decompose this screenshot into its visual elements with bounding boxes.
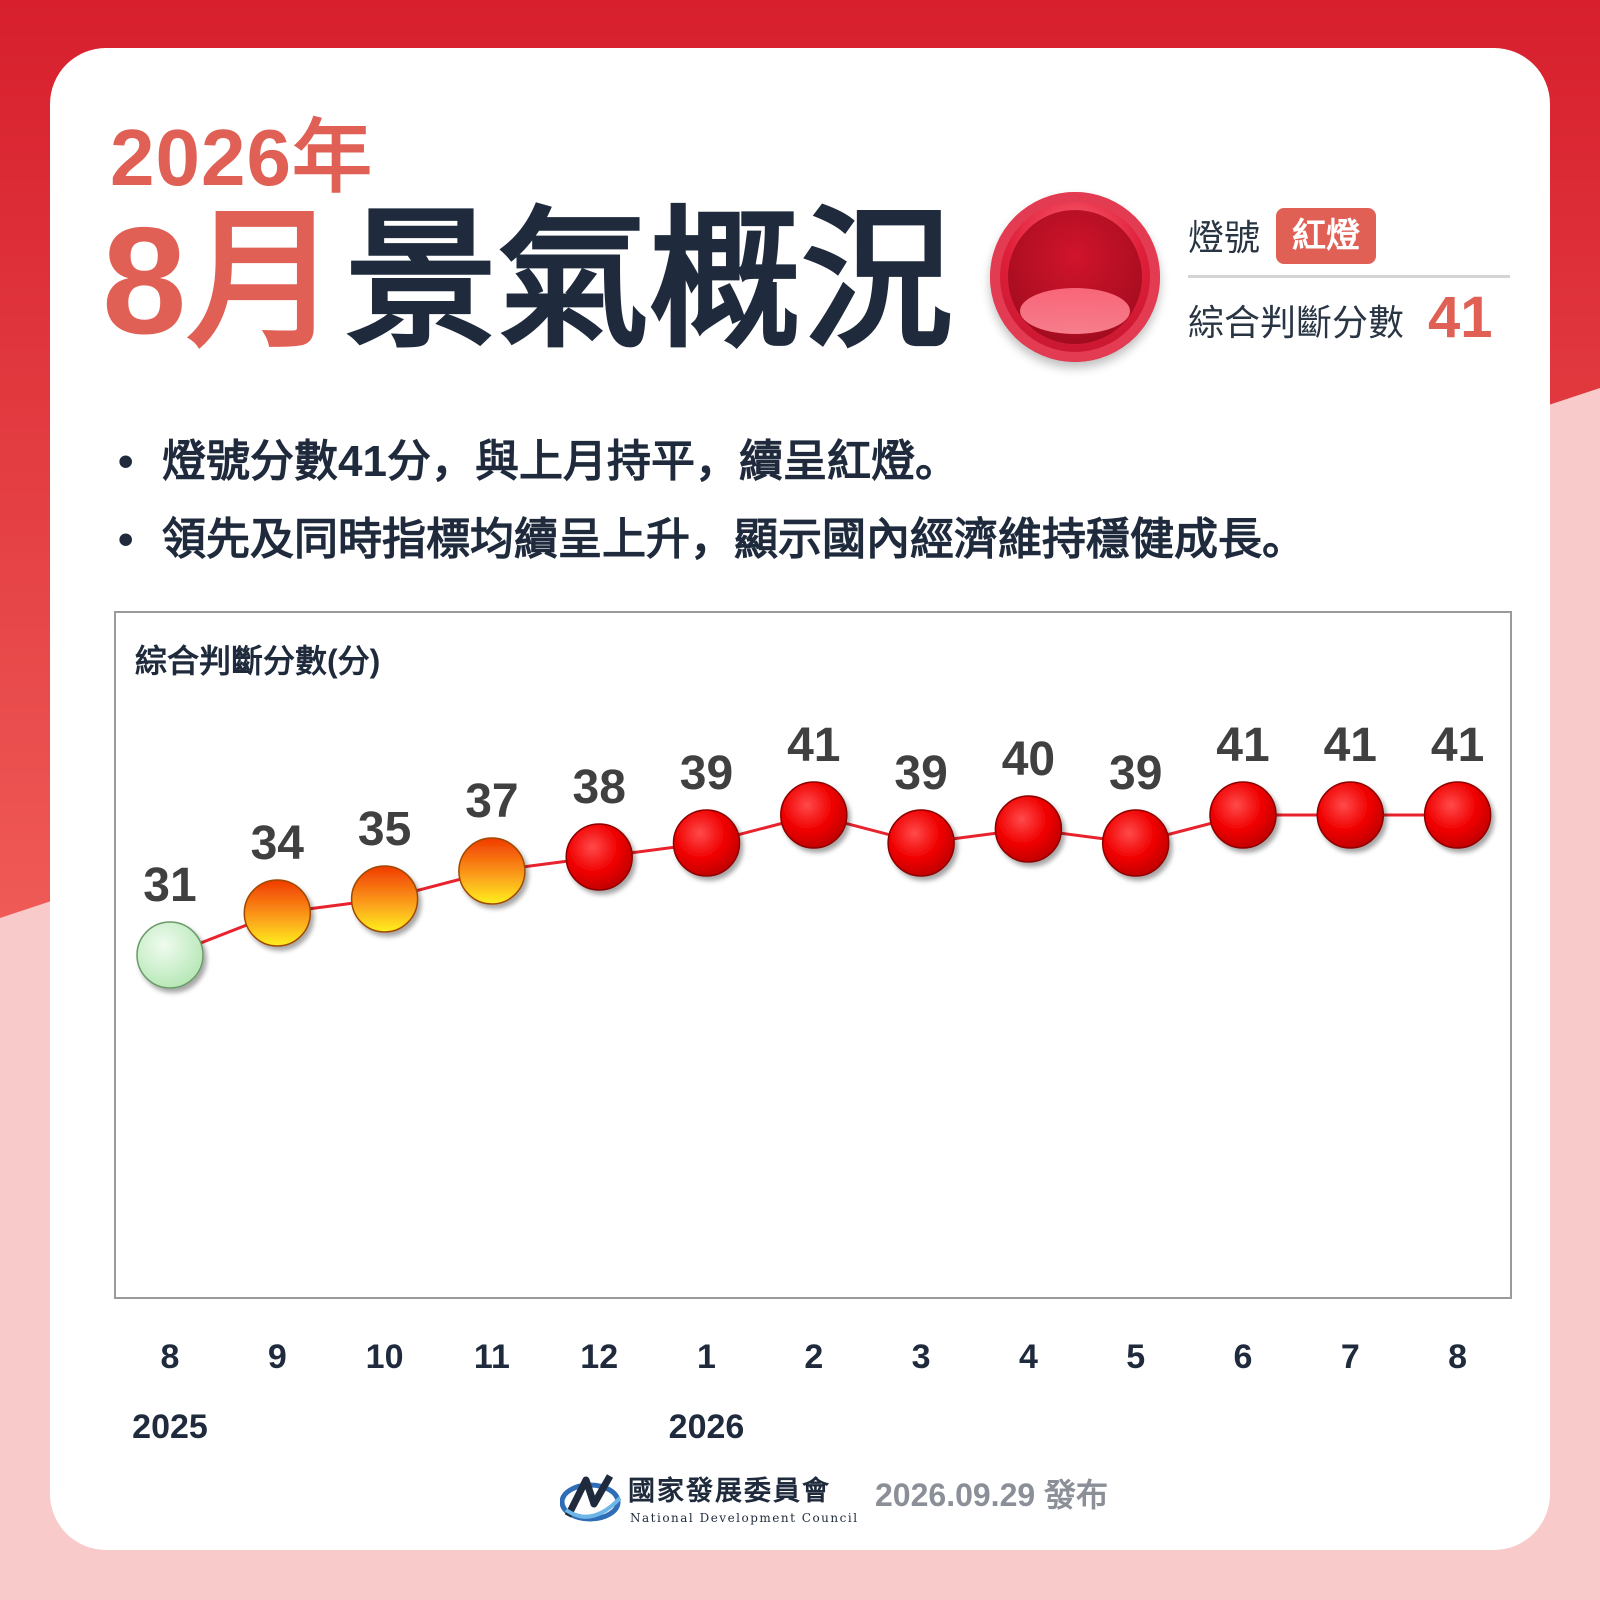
data-label: 39	[1109, 747, 1162, 800]
x-tick-label: 8	[1448, 1338, 1467, 1376]
data-label: 34	[251, 817, 305, 870]
data-label: 39	[894, 747, 947, 800]
data-point-red	[1423, 781, 1492, 849]
year-label: 2025	[132, 1408, 208, 1446]
release-date: 2026.09.29 發布	[875, 1477, 1109, 1513]
x-tick-label: 1	[697, 1338, 716, 1376]
data-point-red	[780, 781, 848, 849]
x-tick-label: 6	[1234, 1338, 1253, 1376]
signal-badge: 紅燈	[1276, 208, 1376, 264]
month-title: 8月	[102, 196, 339, 366]
data-label: 41	[787, 719, 840, 772]
data-point-red	[672, 809, 741, 877]
data-label: 41	[1216, 719, 1269, 772]
data-label: 35	[358, 803, 411, 856]
plot-area: 31 8 34 9 35 10 37 11 38 12 39 1 41 2 39 3 40 4 39 5 41 6 41 7 4…	[132, 719, 1492, 1446]
data-point-yellow-red	[458, 837, 526, 905]
data-label: 40	[1002, 733, 1055, 786]
org-name-zh: 國家發展委員會	[628, 1476, 831, 1507]
year-label: 2026	[669, 1408, 745, 1446]
bullet-marker: •	[118, 515, 134, 564]
bullet-text: 領先及同時指標均續呈上升，顯示國內經濟維持穩健成長。	[162, 515, 1306, 564]
score-value: 41	[1428, 285, 1493, 350]
data-label: 31	[143, 859, 196, 912]
x-tick-label: 5	[1126, 1338, 1145, 1376]
red-light-icon	[990, 192, 1160, 362]
data-label: 38	[573, 761, 626, 814]
year-title: 2026年	[110, 113, 373, 202]
x-tick-label: 3	[912, 1338, 931, 1376]
data-point-red	[1209, 781, 1277, 849]
org-name-en: National Development Council	[630, 1511, 859, 1525]
x-tick-label: 10	[366, 1338, 404, 1376]
data-point-yellow-red	[350, 865, 419, 933]
bullet-item: • 燈號分數41分，與上月持平，續呈紅燈。	[118, 440, 959, 484]
x-tick-label: 4	[1019, 1338, 1038, 1376]
score-label: 綜合判斷分數	[1188, 302, 1405, 343]
x-tick-label: 7	[1341, 1338, 1360, 1376]
data-label: 37	[465, 775, 518, 828]
signal-label: 燈號	[1188, 217, 1261, 258]
data-point-red	[1101, 809, 1170, 877]
x-tick-label: 9	[268, 1338, 287, 1376]
data-point-red	[565, 823, 633, 891]
divider	[1188, 275, 1510, 278]
chart-title: 綜合判斷分數(分)	[135, 643, 380, 679]
ndc-logo	[560, 1474, 622, 1522]
bullet-marker: •	[118, 437, 134, 486]
data-point-green	[136, 921, 204, 989]
x-tick-label: 12	[580, 1338, 618, 1376]
headline: 景氣概況	[345, 196, 953, 366]
x-tick-label: 11	[474, 1338, 510, 1376]
data-label: 39	[680, 747, 733, 800]
data-point-red	[1316, 781, 1385, 849]
data-point-red	[994, 795, 1063, 863]
bullet-text: 燈號分數41分，與上月持平，續呈紅燈。	[162, 437, 959, 486]
x-tick-label: 8	[161, 1338, 180, 1376]
data-label: 41	[1324, 719, 1377, 772]
bullet-item: • 領先及同時指標均續呈上升，顯示國內經濟維持穩健成長。	[118, 518, 1306, 562]
lamp-shine	[1020, 288, 1130, 334]
data-label: 41	[1431, 719, 1484, 772]
chart-frame	[114, 611, 1512, 1299]
data-point-yellow-red	[243, 879, 312, 947]
x-tick-label: 2	[804, 1338, 823, 1376]
data-point-red	[887, 809, 955, 877]
